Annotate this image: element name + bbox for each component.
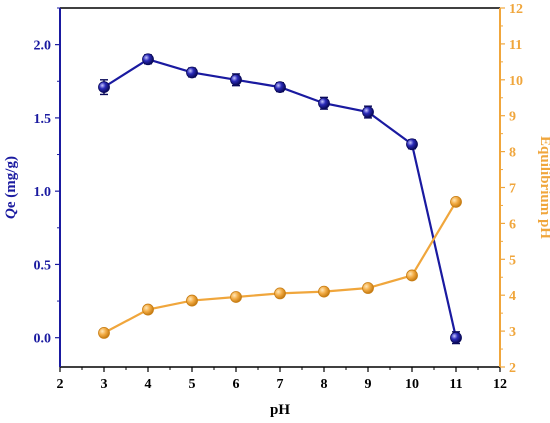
- eq-ph-series-line: [103, 201, 457, 334]
- x-tick-label: 11: [449, 377, 462, 392]
- left-tick-label: 1.5: [34, 112, 52, 127]
- eq-ph-data-point: [274, 287, 286, 300]
- qe-data-point: [318, 97, 330, 110]
- eq-ph-data-point: [230, 291, 242, 303]
- x-tick-label: 5: [189, 377, 196, 392]
- x-tick-label: 8: [321, 377, 328, 392]
- left-tick-label: 0.0: [34, 332, 52, 347]
- right-tick-label: 9: [509, 110, 516, 125]
- right-tick-label: 6: [509, 217, 516, 232]
- eq-ph-data-point: [186, 294, 198, 307]
- left-axis-title-rest: e (mg/g): [3, 156, 19, 208]
- qe-data-point: [362, 106, 374, 118]
- x-tick-label: 12: [493, 377, 507, 392]
- qe-data-point: [142, 53, 154, 66]
- qe-data-point: [186, 66, 198, 79]
- eq-ph-data-point: [142, 303, 154, 316]
- right-tick-label: 5: [509, 253, 516, 268]
- left-tick-label: 1.0: [34, 185, 52, 200]
- right-tick-label: 11: [509, 38, 522, 53]
- qe-data-point: [274, 81, 286, 94]
- qe-data-point: [406, 138, 418, 151]
- x-tick-label: 9: [365, 377, 372, 392]
- right-axis-title: Equilibrium pH: [537, 136, 550, 239]
- left-tick-label: 2.0: [34, 39, 52, 54]
- x-tick-label: 4: [145, 377, 152, 392]
- x-axis-title: pH: [270, 402, 290, 418]
- left-axis-title-italic: Q: [3, 208, 19, 219]
- eq-ph-data-point: [98, 326, 110, 339]
- x-tick-label: 7: [277, 377, 284, 392]
- eq-ph-data-point: [362, 282, 374, 294]
- right-tick-label: 12: [509, 2, 523, 17]
- left-axis-title: Qe (mg/g): [3, 156, 19, 219]
- right-tick-label: 3: [509, 325, 516, 340]
- right-tick-label: 10: [509, 74, 523, 89]
- x-tick-label: 10: [405, 377, 419, 392]
- eq-ph-data-point: [450, 195, 462, 208]
- eq-ph-data-point: [406, 269, 418, 282]
- x-tick-label: 2: [57, 377, 64, 392]
- x-tick-label: 3: [101, 377, 108, 392]
- qe-data-point: [230, 73, 242, 86]
- right-tick-label: 4: [509, 289, 516, 304]
- right-tick-label: 7: [509, 182, 516, 197]
- x-tick-label: 6: [233, 377, 240, 392]
- qe-data-point: [98, 81, 110, 94]
- right-tick-label: 2: [509, 361, 516, 376]
- left-tick-label: 0.5: [34, 258, 52, 273]
- right-tick-label: 8: [509, 146, 516, 161]
- qe-data-point: [450, 331, 462, 344]
- eq-ph-data-point: [318, 285, 330, 298]
